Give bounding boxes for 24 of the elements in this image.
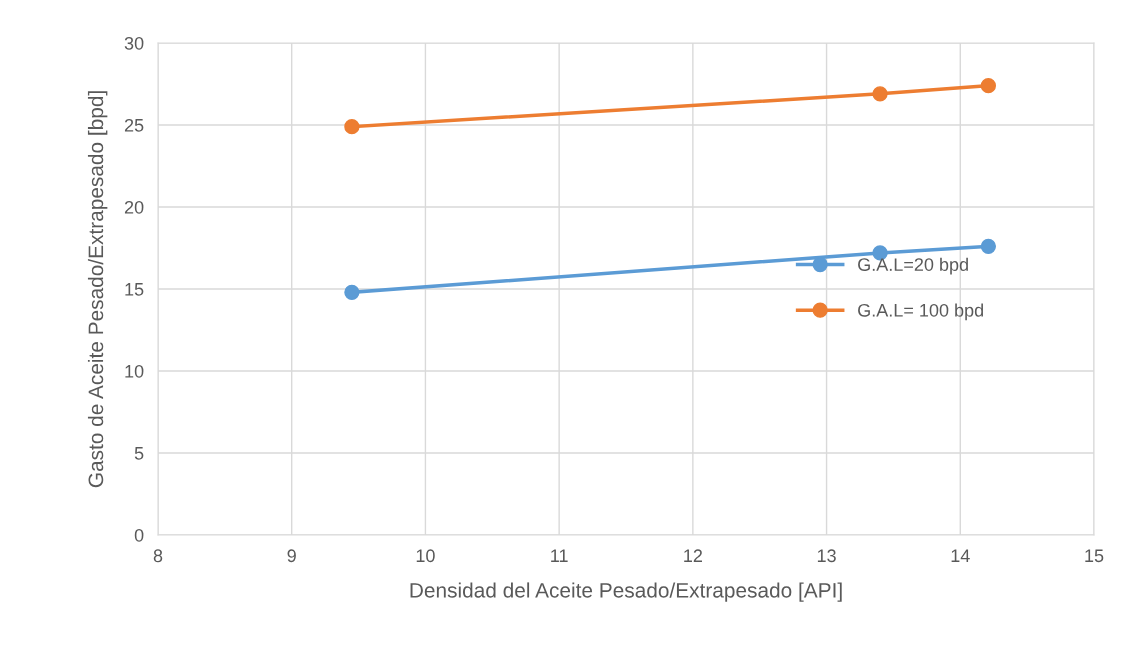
y-tick-label: 30 (124, 36, 144, 50)
point (980, 78, 997, 94)
y-tick-label: 0 (134, 528, 144, 542)
y-tick-label: 15 (125, 283, 144, 296)
y-tick-label: 25 (124, 118, 144, 132)
y-tick-label: 20 (124, 200, 144, 214)
y-tick-label: 10 (125, 364, 144, 378)
x-tick-label: 12 (684, 549, 702, 562)
y-axis-title: Gasto de Aceite Pesado/Extrapesado [bpd] (87, 91, 108, 488)
x-tick-label: 15 (1085, 549, 1104, 563)
x-tick-label: 11 (551, 549, 568, 562)
point (872, 86, 888, 102)
x-tick-label: 10 (416, 549, 435, 563)
x-tick-label: 13 (817, 549, 836, 563)
point (980, 238, 997, 254)
x-tick-label: 9 (287, 549, 296, 563)
point (344, 119, 360, 135)
legend-label: G.A.L=20 bpd (858, 257, 968, 275)
y-tick-label: 5 (134, 447, 144, 460)
point (344, 284, 360, 300)
legend-label: G.A.L= 100 bpd (858, 303, 983, 321)
x-tick-label: 14 (951, 549, 970, 562)
x-tick-label: 8 (153, 549, 163, 563)
x-axis-title: Densidad del Aceite Pesado/Extrapesado [API] (410, 582, 842, 602)
